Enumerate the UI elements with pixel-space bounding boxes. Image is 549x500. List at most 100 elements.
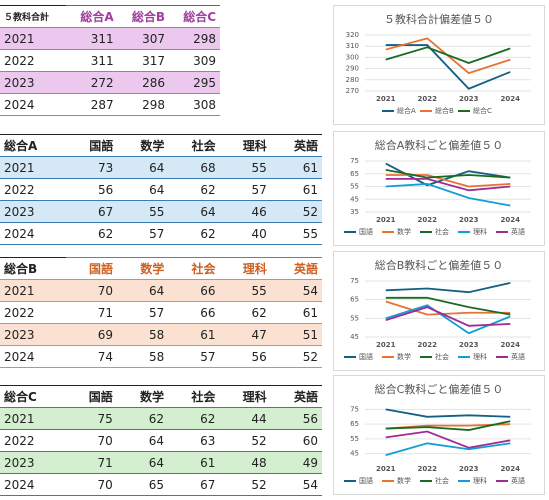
y-tick-label: 310 bbox=[346, 42, 359, 50]
table-cell: 理科 bbox=[219, 134, 271, 157]
table-cell: 62 bbox=[116, 407, 169, 430]
table-cell: 2021 bbox=[0, 156, 67, 179]
chart-frame bbox=[333, 375, 545, 495]
x-tick-label: 2023 bbox=[459, 341, 479, 349]
table-cell: 73 bbox=[66, 156, 118, 179]
table-row: 2022 71 57 66 62 61 bbox=[0, 301, 322, 324]
y-tick-label: 65 bbox=[350, 296, 359, 304]
table-cell: 54 bbox=[270, 279, 322, 302]
table-cell: 64 bbox=[116, 429, 169, 452]
legend-label: 社会 bbox=[435, 476, 449, 485]
x-tick-label: 2021 bbox=[376, 216, 396, 224]
table-row: 2023 272 286 295 bbox=[0, 71, 220, 94]
x-tick-label: 2023 bbox=[459, 465, 479, 473]
table-row: 2022 70 64 63 52 60 bbox=[0, 429, 322, 452]
legend-label: 国語 bbox=[359, 476, 373, 485]
table-row: 2021 73 64 68 55 61 bbox=[0, 156, 322, 179]
table-cell: 55 bbox=[270, 222, 322, 245]
table-cell: 2024 bbox=[0, 222, 67, 245]
table-cell: 58 bbox=[117, 345, 169, 368]
table: 総合A 国語 数学 社会 理科 英語 2021 73 64 68 55 61 2022 56 64 62 57 6… bbox=[0, 134, 322, 245]
chart: 総合C教科ごと偏差値５０ 45 55 65 75 2021 2022 2023 2024 国語 数学… bbox=[333, 375, 545, 495]
table-cell: 社会 bbox=[168, 257, 220, 280]
table-cell: 61 bbox=[168, 451, 220, 474]
table-cell: 62 bbox=[66, 222, 118, 245]
x-tick-label: 2022 bbox=[418, 216, 438, 224]
table-cell: 2021 bbox=[0, 27, 67, 50]
x-tick-label: 2022 bbox=[418, 465, 438, 473]
y-tick-label: 55 bbox=[350, 183, 359, 191]
y-tick-label: 35 bbox=[350, 208, 359, 216]
table-cell: 64 bbox=[168, 200, 220, 223]
table-cell: 67 bbox=[168, 473, 220, 496]
legend-label: 数学 bbox=[397, 476, 411, 485]
x-tick-label: 2024 bbox=[501, 465, 521, 473]
table-cell: 61 bbox=[270, 301, 322, 324]
chart-frame bbox=[333, 251, 545, 371]
table-cell: 46 bbox=[219, 200, 271, 223]
legend-label: 数学 bbox=[397, 352, 411, 361]
y-tick-label: 75 bbox=[350, 277, 359, 285]
data-line bbox=[385, 420, 511, 431]
legend-label: 英語 bbox=[511, 352, 525, 361]
table-row: 2023 69 58 61 47 51 bbox=[0, 323, 322, 346]
table-cell: 2024 bbox=[0, 345, 66, 368]
table-cell: 総合B bbox=[117, 5, 170, 28]
data-line bbox=[385, 430, 511, 449]
legend-label: 社会 bbox=[435, 227, 449, 236]
table-cell: 2023 bbox=[0, 451, 66, 474]
table-cell: 66 bbox=[168, 279, 220, 302]
table-cell: 307 bbox=[117, 27, 170, 50]
x-tick-label: 2024 bbox=[501, 341, 521, 349]
data-line bbox=[385, 442, 511, 456]
table-cell: 75 bbox=[65, 407, 117, 430]
table-cell: 英語 bbox=[270, 134, 322, 157]
table-cell: 70 bbox=[65, 279, 118, 302]
table-cell: 2022 bbox=[0, 49, 67, 72]
y-tick-label: 55 bbox=[350, 435, 359, 443]
table-cell: 国語 bbox=[66, 134, 118, 157]
table-row: 2021 75 62 62 44 56 bbox=[0, 407, 322, 430]
table-cell: 数学 bbox=[117, 134, 169, 157]
table-cell: 311 bbox=[66, 49, 118, 72]
table-cell: 総合A bbox=[0, 134, 67, 157]
x-tick-label: 2023 bbox=[459, 216, 479, 224]
table-cell: 54 bbox=[270, 473, 322, 496]
y-tick-label: 45 bbox=[350, 333, 359, 341]
legend-label: 数学 bbox=[397, 227, 411, 236]
table-cell: 71 bbox=[65, 301, 118, 324]
x-tick-label: 2021 bbox=[376, 95, 396, 103]
table-cell: 65 bbox=[116, 473, 169, 496]
data-line bbox=[385, 183, 511, 207]
legend-label: 総合C bbox=[473, 106, 492, 115]
data-line bbox=[385, 281, 511, 294]
table-cell: 60 bbox=[270, 429, 322, 452]
table: 総合B 国語 数学 社会 理科 英語 2021 70 64 66 55 54 2022 71 57 66 62 6… bbox=[0, 257, 322, 368]
table-cell: 48 bbox=[219, 451, 271, 474]
table-cell: 55 bbox=[219, 279, 271, 302]
table-cell: 総合A bbox=[66, 5, 118, 28]
table-cell: 70 bbox=[65, 473, 117, 496]
legend-label: 総合B bbox=[435, 106, 454, 115]
data-line bbox=[385, 174, 511, 188]
table-cell: 2022 bbox=[0, 301, 66, 324]
table-cell: 総合C bbox=[0, 385, 66, 408]
table-cell: 62 bbox=[168, 178, 220, 201]
table: ５教科合計 総合A 総合B 総合C 2021 311 307 298 2022 311 317 309… bbox=[0, 5, 220, 116]
table-cell: 58 bbox=[117, 323, 169, 346]
table-cell: 308 bbox=[169, 93, 220, 116]
x-tick-label: 2022 bbox=[418, 341, 438, 349]
table-cell: 数学 bbox=[116, 385, 169, 408]
table-cell: 61 bbox=[168, 323, 220, 346]
y-tick-label: 75 bbox=[350, 405, 359, 413]
data-line bbox=[385, 46, 511, 64]
table-cell: 57 bbox=[117, 301, 169, 324]
table-cell: 2023 bbox=[0, 323, 66, 346]
y-tick-label: 65 bbox=[350, 170, 359, 178]
table-cell: 74 bbox=[65, 345, 118, 368]
table-row: 2021 311 307 298 bbox=[0, 27, 220, 50]
table-row: 2022 56 64 62 57 61 bbox=[0, 178, 322, 201]
table-row: 2022 311 317 309 bbox=[0, 49, 220, 72]
x-tick-label: 2024 bbox=[501, 95, 521, 103]
table-cell: 64 bbox=[116, 451, 169, 474]
